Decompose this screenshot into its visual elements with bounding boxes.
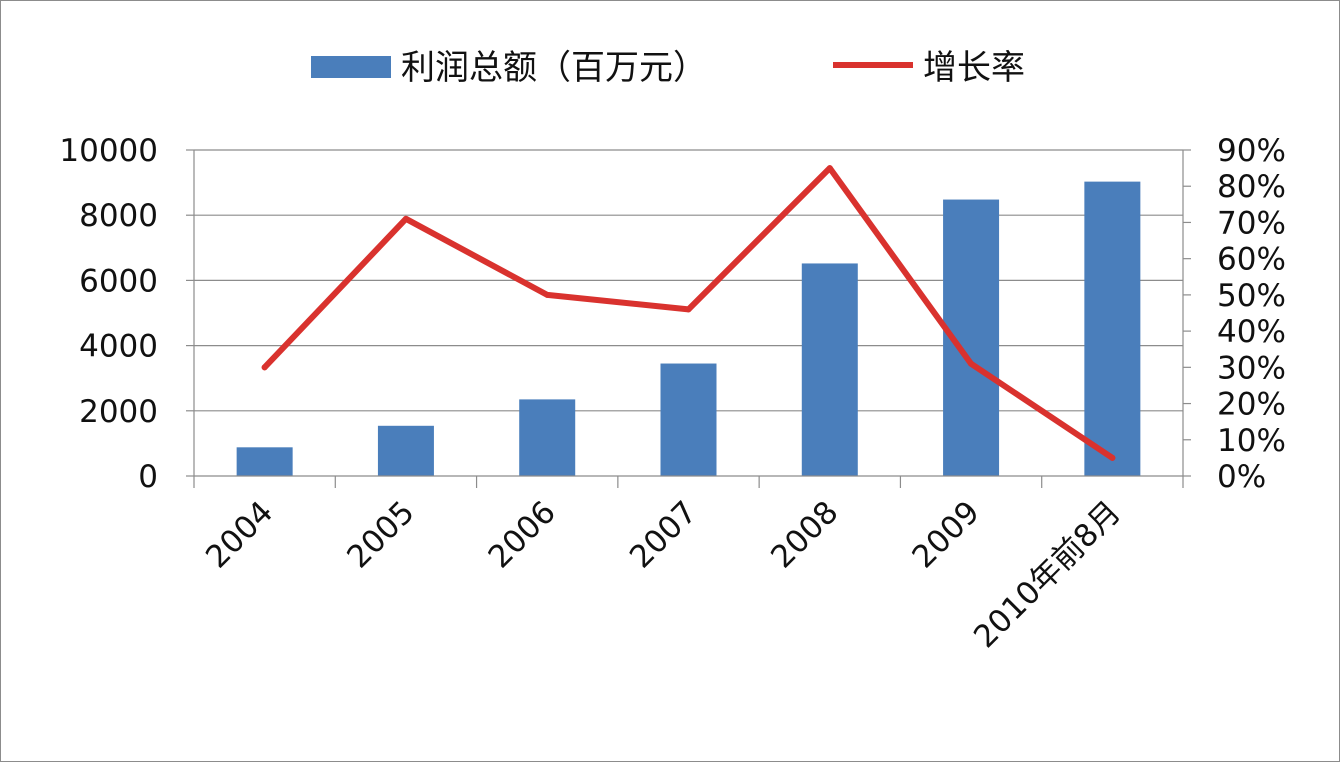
left-tick-label: 4000 (79, 329, 158, 365)
growth-rate-point (261, 364, 268, 371)
growth-rate-point (544, 291, 551, 298)
growth-rate-point (968, 360, 975, 367)
bar (519, 399, 576, 476)
x-tick-label: 2005 (340, 494, 421, 575)
x-tick-label: 2007 (623, 494, 704, 575)
legend-label-line: 增长率 (923, 48, 1025, 88)
right-tick-label: 70% (1217, 205, 1286, 241)
right-tick-label: 0% (1217, 459, 1266, 495)
growth-rate-point (402, 215, 409, 222)
x-tick-label: 2009 (905, 494, 986, 575)
left-tick-label: 8000 (79, 198, 158, 234)
right-tick-label: 10% (1217, 423, 1286, 459)
x-tick-label: 2010年前8月 (967, 494, 1128, 655)
right-axis-ticks: 0%10%20%30%40%50%60%70%80%90% (1183, 133, 1286, 495)
bar-series (236, 181, 1141, 476)
legend: 利润总额（百万元） 增长率 (311, 48, 1025, 88)
left-tick-label: 10000 (59, 133, 158, 169)
left-tick-label: 2000 (79, 394, 158, 430)
legend-swatch-bar (311, 56, 391, 78)
bar (236, 447, 293, 476)
left-tick-label: 0 (138, 459, 158, 495)
gridlines (194, 149, 1183, 412)
x-tick-label: 2004 (199, 494, 280, 575)
right-tick-label: 20% (1217, 387, 1286, 423)
bar (377, 425, 434, 476)
right-tick-label: 50% (1217, 278, 1286, 314)
bar (801, 263, 858, 476)
axes (193, 150, 1184, 488)
right-tick-label: 80% (1217, 169, 1286, 205)
left-axis-ticks: 0 2000 4000 6000 8000 10000 (59, 133, 194, 495)
bar (1084, 181, 1141, 476)
right-tick-label: 90% (1217, 133, 1286, 169)
legend-label-bar: 利润总额（百万元） (401, 48, 707, 88)
x-tick-label: 2006 (482, 494, 563, 575)
right-tick-label: 40% (1217, 314, 1286, 350)
right-tick-label: 30% (1217, 350, 1286, 386)
line-series (261, 165, 1116, 461)
x-tick-label: 2008 (764, 494, 845, 575)
bar (660, 363, 717, 476)
growth-rate-point (1109, 454, 1116, 461)
growth-rate-point (826, 165, 833, 172)
left-tick-label: 6000 (79, 263, 158, 299)
right-tick-label: 60% (1217, 242, 1286, 278)
growth-rate-point (685, 306, 692, 313)
